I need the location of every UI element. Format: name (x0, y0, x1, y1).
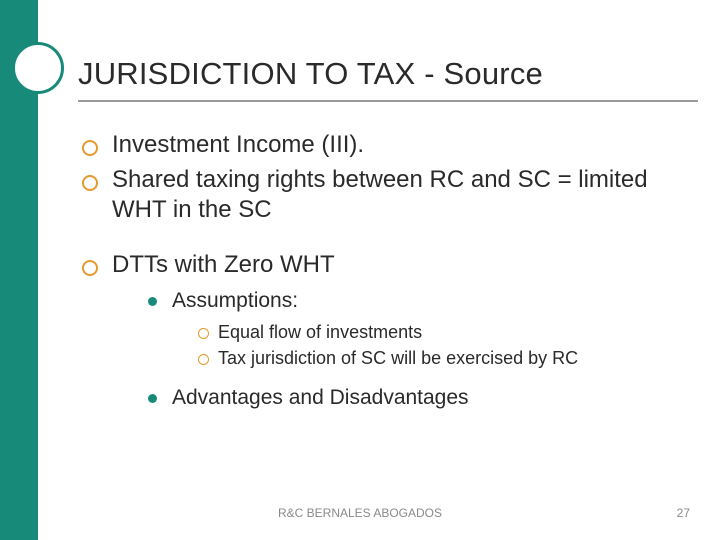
footer-center: R&C BERNALES ABOGADOS (0, 506, 720, 520)
side-circle-decoration (12, 42, 64, 94)
bullet-list-level1: DTTs with Zero WHT Assumptions: Equal fl… (78, 250, 698, 412)
bullet-l2-item: Advantages and Disadvantages (146, 384, 698, 412)
bullet-text: Advantages and Disadvantages (172, 386, 469, 409)
bullet-list-level3: Equal flow of investments Tax jurisdicti… (172, 321, 698, 370)
bullet-l2-item: Assumptions: Equal flow of investments T… (146, 287, 698, 370)
bullet-text: DTTs with Zero WHT (112, 251, 335, 278)
slide-content: JURISDICTION TO TAX - Source Investment … (78, 56, 698, 418)
bullet-text: Equal flow of investments (218, 322, 422, 342)
bullet-text: Investment Income (III). (112, 131, 364, 158)
page-number: 27 (677, 506, 690, 520)
bullet-text: Tax jurisdiction of SC will be exercised… (218, 348, 578, 368)
bullet-l1-item: Shared taxing rights between RC and SC =… (78, 165, 698, 226)
spacer (78, 230, 698, 250)
bullet-l3-item: Equal flow of investments (198, 321, 698, 344)
bullet-list-level1: Investment Income (III). Shared taxing r… (78, 130, 698, 226)
bullet-l3-item: Tax jurisdiction of SC will be exercised… (198, 347, 698, 370)
slide-title: JURISDICTION TO TAX - Source (78, 56, 698, 102)
bullet-text: Shared taxing rights between RC and SC =… (112, 166, 648, 224)
bullet-l1-item: DTTs with Zero WHT Assumptions: Equal fl… (78, 250, 698, 412)
bullet-text: Assumptions: (172, 289, 298, 312)
bullet-list-level2: Assumptions: Equal flow of investments T… (112, 287, 698, 412)
bullet-l1-item: Investment Income (III). (78, 130, 698, 161)
